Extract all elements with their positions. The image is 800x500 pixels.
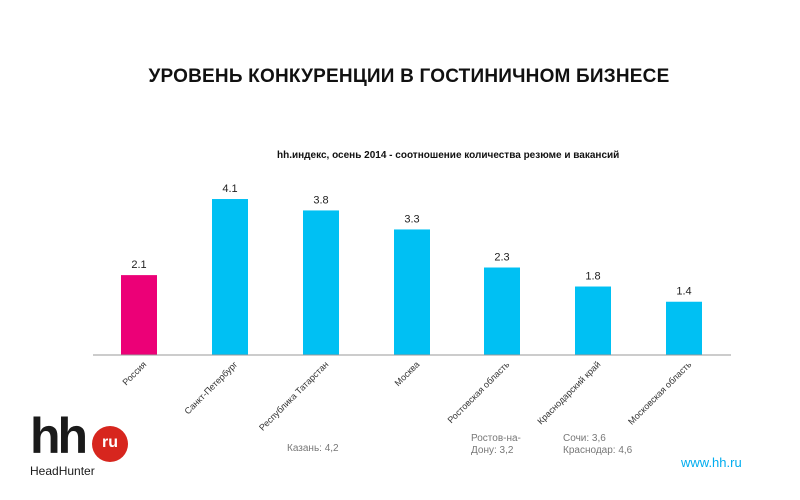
data-label-6: 1.8: [585, 271, 600, 283]
tick-label-5: Ростовская область: [446, 359, 512, 425]
note-sochi: Сочи: 3,6: [563, 433, 606, 444]
logo-subtitle: HeadHunter: [30, 464, 95, 478]
logo-hh-text: hh: [30, 408, 88, 464]
bar-4: [394, 229, 430, 355]
data-label-5: 2.3: [494, 252, 509, 264]
chart-subtitle: hh.индекс, осень 2014 - соотношение коли…: [277, 150, 620, 161]
tick-label-2: Санкт-Петербург: [182, 359, 239, 416]
note-krasnodar: Краснодар: 4,6: [563, 445, 633, 456]
site-link[interactable]: www.hh.ru: [681, 455, 742, 470]
tick-label-3: Республика Татарстан: [257, 359, 330, 432]
bar-6: [575, 286, 611, 355]
tick-label-4: Москва: [393, 359, 422, 388]
bar-7: [666, 301, 702, 355]
data-label-2: 4.1: [222, 183, 237, 195]
tick-label-1: Россия: [120, 359, 148, 387]
logo-ru-badge: ru: [92, 426, 128, 462]
data-label-7: 1.4: [676, 286, 691, 298]
note-rostov-line2: Дону: 3,2: [471, 445, 514, 456]
tick-label-7: Московская область: [626, 359, 694, 427]
headhunter-logo[interactable]: hh ru HeadHunter: [30, 410, 140, 480]
page-title: УРОВЕНЬ КОНКУРЕНЦИИ В ГОСТИНИЧНОМ БИЗНЕС…: [148, 66, 670, 87]
note-kazan: Казань: 4,2: [287, 443, 339, 454]
note-rostov-line1: Ростов-на-: [471, 433, 521, 444]
bar-3: [303, 210, 339, 355]
data-label-3: 3.8: [313, 194, 328, 206]
bar-5: [484, 267, 520, 355]
bar-2: [212, 199, 248, 355]
data-label-4: 3.3: [404, 213, 419, 225]
tick-label-6: Краснодарский край: [535, 359, 602, 426]
data-label-1: 2.1: [131, 259, 146, 271]
bar-1: [121, 275, 157, 355]
